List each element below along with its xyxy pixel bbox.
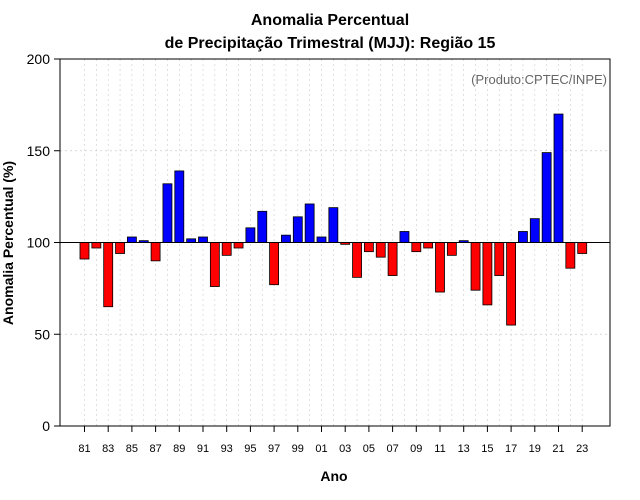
chart-title-line1: Anomalia Percentual: [251, 12, 409, 29]
x-tick-label: 13: [458, 443, 470, 455]
x-tick-label: 05: [363, 443, 375, 455]
x-tick-label: 89: [173, 443, 185, 455]
grid: [60, 58, 610, 427]
x-tick-label: 17: [505, 443, 517, 455]
bar-2008: [399, 231, 410, 243]
bar-2001: [316, 236, 327, 243]
x-tick-label: 15: [481, 443, 493, 455]
x-tick-label: 81: [78, 443, 90, 455]
bar-2010: [423, 242, 434, 249]
bar-1992: [209, 242, 220, 287]
bar-2017: [506, 242, 517, 326]
bar-2007: [387, 242, 398, 276]
x-tick-label: 21: [552, 443, 564, 455]
bar-1985: [127, 236, 137, 243]
x-tick-label: 87: [149, 443, 161, 455]
bar-1988: [162, 183, 173, 243]
x-tick-label: 99: [292, 443, 304, 455]
x-tick-label: 23: [576, 443, 588, 455]
bar-1999: [292, 216, 303, 243]
bar-1995: [245, 227, 256, 243]
x-tick-label: 83: [102, 443, 114, 455]
bar-2018: [518, 231, 528, 243]
bar-1990: [186, 238, 197, 243]
bar-2011: [435, 242, 445, 293]
x-tick-label: 01: [315, 443, 327, 455]
bar-2002: [328, 207, 339, 243]
x-axis-label: Ano: [320, 468, 347, 484]
y-axis-label: Anomalia Percentual (%): [0, 161, 16, 325]
bar-2005: [363, 242, 374, 253]
x-tick-label: 11: [434, 443, 445, 455]
x-tick-label: 97: [268, 443, 280, 455]
bar-1994: [233, 242, 244, 249]
y-axis: 0 50 100 150 200: [27, 51, 60, 434]
bar-2019: [529, 218, 540, 243]
x-tick-label: 85: [126, 443, 138, 455]
bar-1993: [221, 242, 232, 256]
bar-1982: [91, 242, 102, 249]
x-axis: 81 83 85 87 89 91 93 95 97 99 01 03 05 07 09 11 13 15 17 19…: [78, 426, 588, 455]
y-tick-label: 100: [27, 235, 51, 251]
bar-1997: [269, 242, 280, 286]
x-tick-label: 95: [244, 443, 256, 455]
bar-2012: [446, 242, 457, 256]
x-tick-label: 07: [386, 443, 398, 455]
bar-2023: [577, 242, 588, 254]
y-tick-label: 50: [34, 326, 50, 342]
bar-1987: [150, 242, 161, 262]
bar-1996: [257, 210, 268, 243]
bar-1984: [115, 242, 125, 254]
bar-2015: [482, 242, 493, 306]
x-tick-label: 03: [339, 443, 351, 455]
bar-2006: [375, 242, 386, 258]
credit-label: (Produto:CPTEC/INPE): [471, 72, 607, 87]
bar-2014: [470, 242, 481, 291]
bar-1991: [198, 236, 208, 243]
bar-2009: [411, 242, 422, 253]
bar-2020: [541, 152, 552, 243]
y-tick-label: 0: [42, 418, 50, 434]
chart-title-line2: de Precipitação Trimestral (MJJ): Região…: [165, 35, 496, 52]
bar-1989: [174, 170, 185, 243]
y-tick-label: 200: [27, 51, 51, 67]
x-tick-label: 91: [197, 443, 209, 455]
bar-1981: [79, 242, 90, 260]
y-tick-label: 150: [27, 143, 51, 159]
bar-2016: [494, 242, 505, 276]
bar-2000: [304, 203, 315, 243]
bar-2004: [352, 242, 362, 278]
bars: [79, 113, 588, 326]
x-tick-label: 09: [410, 443, 422, 455]
bar-2022: [565, 242, 576, 269]
bar-1998: [281, 234, 291, 243]
x-tick-label: 19: [529, 443, 541, 455]
bar-1983: [103, 242, 114, 308]
bar-2021: [553, 113, 564, 243]
x-tick-label: 93: [221, 443, 233, 455]
